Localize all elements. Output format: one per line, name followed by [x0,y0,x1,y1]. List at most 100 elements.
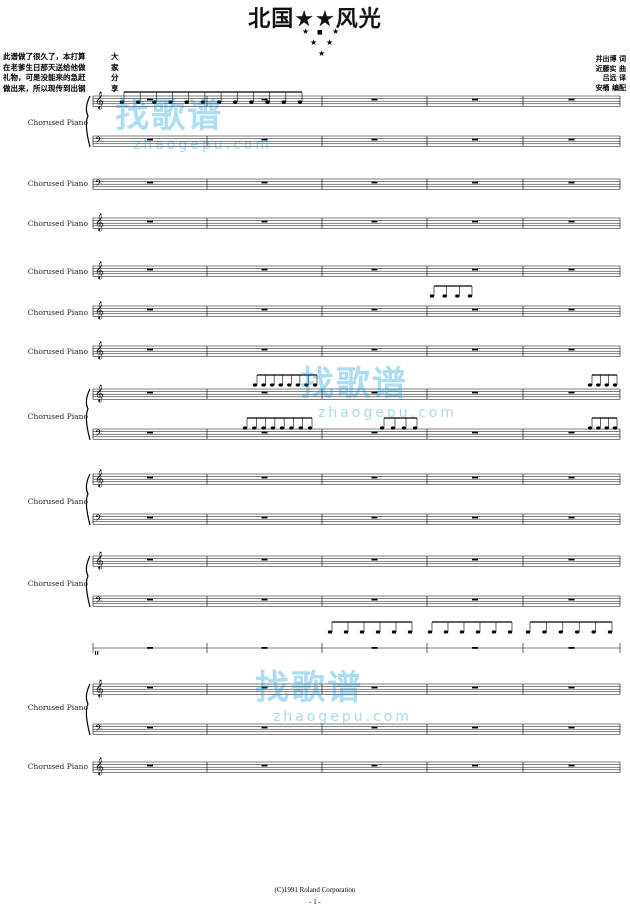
clef-symbol: 𝄞 [95,341,104,359]
rest-mark [472,220,478,223]
rest-mark [261,647,268,649]
note-head [265,100,270,104]
rest-mark [472,647,478,649]
note-head [442,294,447,298]
rest-mark [261,268,268,271]
note-head [298,426,303,430]
rest-mark [261,348,268,351]
note-line: 在老爹生日那天送给他做家 [3,62,119,72]
rest-mark [568,516,575,519]
rest-mark [261,431,268,434]
brace [85,473,91,526]
clef-symbol: 𝄢 [95,513,102,526]
rest-mark [472,308,478,311]
rest-mark [371,308,378,311]
rest-mark [261,516,268,519]
note-line: 做出来，所以现传到出钢享 [3,83,119,93]
brace [85,388,91,441]
instrument-label: Chorused Piano [27,412,88,421]
rest-mark [147,348,153,351]
svg-text:★: ★ [310,38,317,47]
rest-mark [147,686,153,689]
rest-mark [147,431,153,434]
note-head [216,100,222,104]
note-head [252,383,258,387]
note-head [289,426,294,430]
rest-mark [472,476,478,479]
rest-mark [261,220,268,223]
note-head [304,383,309,387]
brace [85,683,91,736]
rest-mark [472,181,478,184]
instrument-label: Chorused Piano [27,579,88,588]
note-head [507,630,513,634]
clef-symbol: 𝄞 [95,384,104,402]
note-head [596,426,601,430]
note-head [412,426,418,430]
rest-mark [472,598,478,601]
lyricist-credit: 井出博 词 [595,55,626,63]
rest-mark [371,764,378,767]
watermark-url: zhaogepu.com [318,405,457,421]
rest-mark [261,138,268,141]
rest-mark [371,98,378,101]
svg-text:★: ★ [332,27,339,36]
rest-mark [147,98,153,101]
rest-mark [261,181,268,184]
note-head [475,630,481,634]
rest-mark [472,391,478,394]
note-head [525,630,531,634]
rest-mark [472,138,478,141]
rest-mark [261,598,268,601]
rest-mark [472,686,478,689]
rest-mark [147,308,153,311]
stars-decoration: ★ ■ ★ ★ ★ ★ [302,27,339,58]
note-head [359,630,365,634]
rest-mark [568,647,575,649]
clef-symbol: 𝄞 [95,301,104,319]
rest-mark [261,476,268,479]
rest-mark [568,98,575,101]
rest-mark [472,268,478,271]
clef-symbol: 𝄞 [95,469,104,487]
rest-mark [568,308,575,311]
watermark-url: zhaogepu.com [133,137,272,153]
note-head [459,630,465,634]
rest-mark [147,138,153,141]
watermark-brand: 找歌谱 [255,668,363,708]
clef-symbol: 𝄞 [95,679,104,697]
rest-mark [472,726,478,729]
brace [85,95,91,148]
score-title: 北国★★风光 [248,7,382,32]
rest-mark [261,686,268,689]
clef-symbol: 𝄢 [95,428,102,441]
rest-mark [371,220,378,223]
instrument-label: Chorused Piano [27,179,88,188]
note-head [200,100,206,104]
note-head [612,383,618,387]
translator-credit: 吕远 译 [602,74,626,82]
rest-mark [261,558,268,561]
note-head [407,630,413,634]
rest-mark [472,431,478,434]
instrument-label: Chorused Piano [27,118,88,127]
instrument-label: Chorused Piano [27,762,88,771]
note-head [287,383,292,387]
intro-note: 此谱做了很久了，本打算大 在老爹生日那天送给他做家 礼物，可是没能来的急赶分 做… [3,52,119,94]
brace [85,555,91,608]
rest-mark [147,598,153,601]
note-head [279,426,285,430]
note-head [252,426,257,430]
note-head [542,630,547,634]
note-head [270,426,276,430]
rest-mark [371,138,378,141]
rest-mark [472,348,478,351]
rest-mark [261,726,268,729]
clef-symbol: 𝄢 [95,135,102,148]
svg-text:★: ★ [326,38,333,47]
rest-mark [147,516,153,519]
rest-mark [568,476,575,479]
note-head [455,294,460,298]
rest-mark [371,726,378,729]
rest-mark [147,268,153,271]
